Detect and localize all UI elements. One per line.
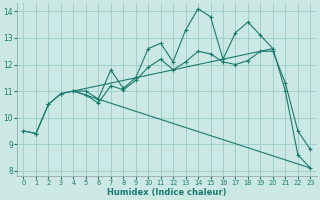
X-axis label: Humidex (Indice chaleur): Humidex (Indice chaleur) [107,188,227,197]
